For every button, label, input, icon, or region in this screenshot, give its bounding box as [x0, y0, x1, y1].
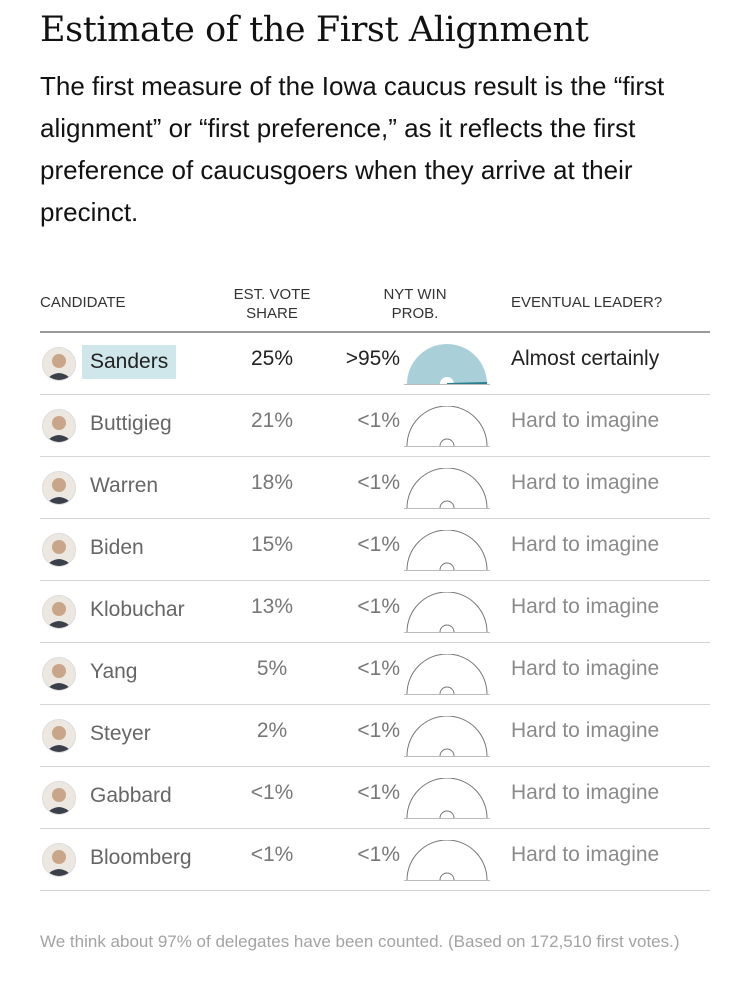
eventual-leader: Hard to imagine — [511, 533, 660, 556]
table-row: Bloomberg <1% <1% Hard to imagine — [40, 829, 710, 891]
win-probability: <1% — [357, 595, 400, 618]
win-probability: >95% — [345, 347, 400, 370]
vote-share: <1% — [250, 781, 294, 804]
vote-share: 21% — [250, 409, 294, 432]
vote-share: 18% — [250, 471, 294, 494]
vote-share: 15% — [250, 533, 294, 556]
eventual-leader: Almost certainly — [511, 347, 660, 370]
gauge-hub — [439, 562, 455, 571]
gauge-outline — [406, 716, 488, 757]
win-probability: <1% — [357, 471, 400, 494]
row-divider — [40, 890, 710, 891]
candidate-avatar — [42, 347, 76, 381]
eventual-leader: Hard to imagine — [511, 781, 660, 804]
header-win-prob: NYT WIN PROB. — [383, 286, 447, 322]
header-candidate: CANDIDATE — [40, 294, 126, 311]
win-prob-gauge — [404, 840, 490, 881]
gauge-hub — [439, 624, 455, 633]
table-row: Sanders 25% >95% Almost certainly — [40, 333, 710, 395]
candidate-avatar — [42, 781, 76, 815]
table-row: Yang 5% <1% Hard to imagine — [40, 643, 710, 705]
win-prob-gauge — [404, 344, 490, 385]
gauge-hub — [439, 438, 455, 447]
gauge-outline — [406, 592, 488, 633]
candidate-avatar — [42, 409, 76, 443]
table-row: Buttigieg 21% <1% Hard to imagine — [40, 395, 710, 457]
vote-share: 25% — [250, 347, 294, 370]
candidate-avatar — [42, 595, 76, 629]
eventual-leader: Hard to imagine — [511, 843, 660, 866]
gauge-hub — [439, 872, 455, 881]
gauge-fill — [407, 344, 487, 384]
gauge-outline — [406, 840, 488, 881]
candidate-name: Bloomberg — [90, 846, 192, 869]
row-divider — [40, 766, 710, 767]
win-prob-gauge — [404, 778, 490, 819]
candidate-avatar — [42, 719, 76, 753]
gauge-hub — [439, 686, 455, 695]
candidate-avatar — [42, 657, 76, 691]
table-row: Klobuchar 13% <1% Hard to imagine — [40, 581, 710, 643]
candidate-name: Yang — [90, 660, 138, 683]
gauge-needle — [446, 382, 488, 385]
candidate-avatar — [42, 471, 76, 505]
row-divider — [40, 828, 710, 829]
row-divider — [40, 642, 710, 643]
row-divider — [40, 704, 710, 705]
win-prob-gauge — [404, 592, 490, 633]
vote-share: 5% — [256, 657, 288, 680]
win-probability: <1% — [357, 781, 400, 804]
row-divider — [40, 518, 710, 519]
gauge-outline — [406, 778, 488, 819]
header-divider — [40, 331, 710, 333]
gauge-outline — [406, 654, 488, 695]
win-probability: <1% — [357, 657, 400, 680]
candidate-name: Biden — [90, 536, 144, 559]
table-row: Gabbard <1% <1% Hard to imagine — [40, 767, 710, 829]
win-probability: <1% — [357, 533, 400, 556]
candidate-name: Klobuchar — [90, 598, 185, 621]
header-eventual-leader: EVENTUAL LEADER? — [511, 294, 663, 311]
win-prob-gauge — [404, 716, 490, 757]
vote-share: 2% — [256, 719, 288, 742]
candidate-name: Buttigieg — [90, 412, 172, 435]
row-divider — [40, 394, 710, 395]
chart-title: Estimate of the First Alignment — [40, 10, 589, 50]
eventual-leader: Hard to imagine — [511, 657, 660, 680]
gauge-outline — [406, 530, 488, 571]
gauge-outline — [406, 406, 488, 447]
gauge-hub — [440, 377, 454, 384]
gauge-outline — [406, 468, 488, 509]
vote-share: <1% — [250, 843, 294, 866]
header-vote-share: EST. VOTE SHARE — [233, 286, 311, 322]
row-divider — [40, 456, 710, 457]
win-probability: <1% — [357, 409, 400, 432]
eventual-leader: Hard to imagine — [511, 409, 660, 432]
win-prob-gauge — [404, 530, 490, 571]
table-row: Steyer 2% <1% Hard to imagine — [40, 705, 710, 767]
row-divider — [40, 580, 710, 581]
candidate-name: Steyer — [90, 722, 151, 745]
candidate-name: Sanders — [82, 345, 177, 379]
vote-share: 13% — [250, 595, 294, 618]
eventual-leader: Hard to imagine — [511, 719, 660, 742]
table-row: Warren 18% <1% Hard to imagine — [40, 457, 710, 519]
win-probability: <1% — [357, 843, 400, 866]
win-prob-gauge — [404, 468, 490, 509]
candidate-name: Gabbard — [90, 784, 172, 807]
candidate-avatar — [42, 843, 76, 877]
win-prob-gauge — [404, 654, 490, 695]
candidate-avatar — [42, 533, 76, 567]
footnote: We think about 97% of delegates have bee… — [40, 932, 680, 951]
gauge-hub — [439, 500, 455, 509]
gauge-hub — [439, 748, 455, 757]
eventual-leader: Hard to imagine — [511, 471, 660, 494]
eventual-leader: Hard to imagine — [511, 595, 660, 618]
win-probability: <1% — [357, 719, 400, 742]
win-prob-gauge — [404, 406, 490, 447]
table-row: Biden 15% <1% Hard to imagine — [40, 519, 710, 581]
candidate-name: Warren — [90, 474, 159, 497]
chart-subtitle: The first measure of the Iowa caucus res… — [40, 71, 665, 227]
gauge-hub — [439, 810, 455, 819]
